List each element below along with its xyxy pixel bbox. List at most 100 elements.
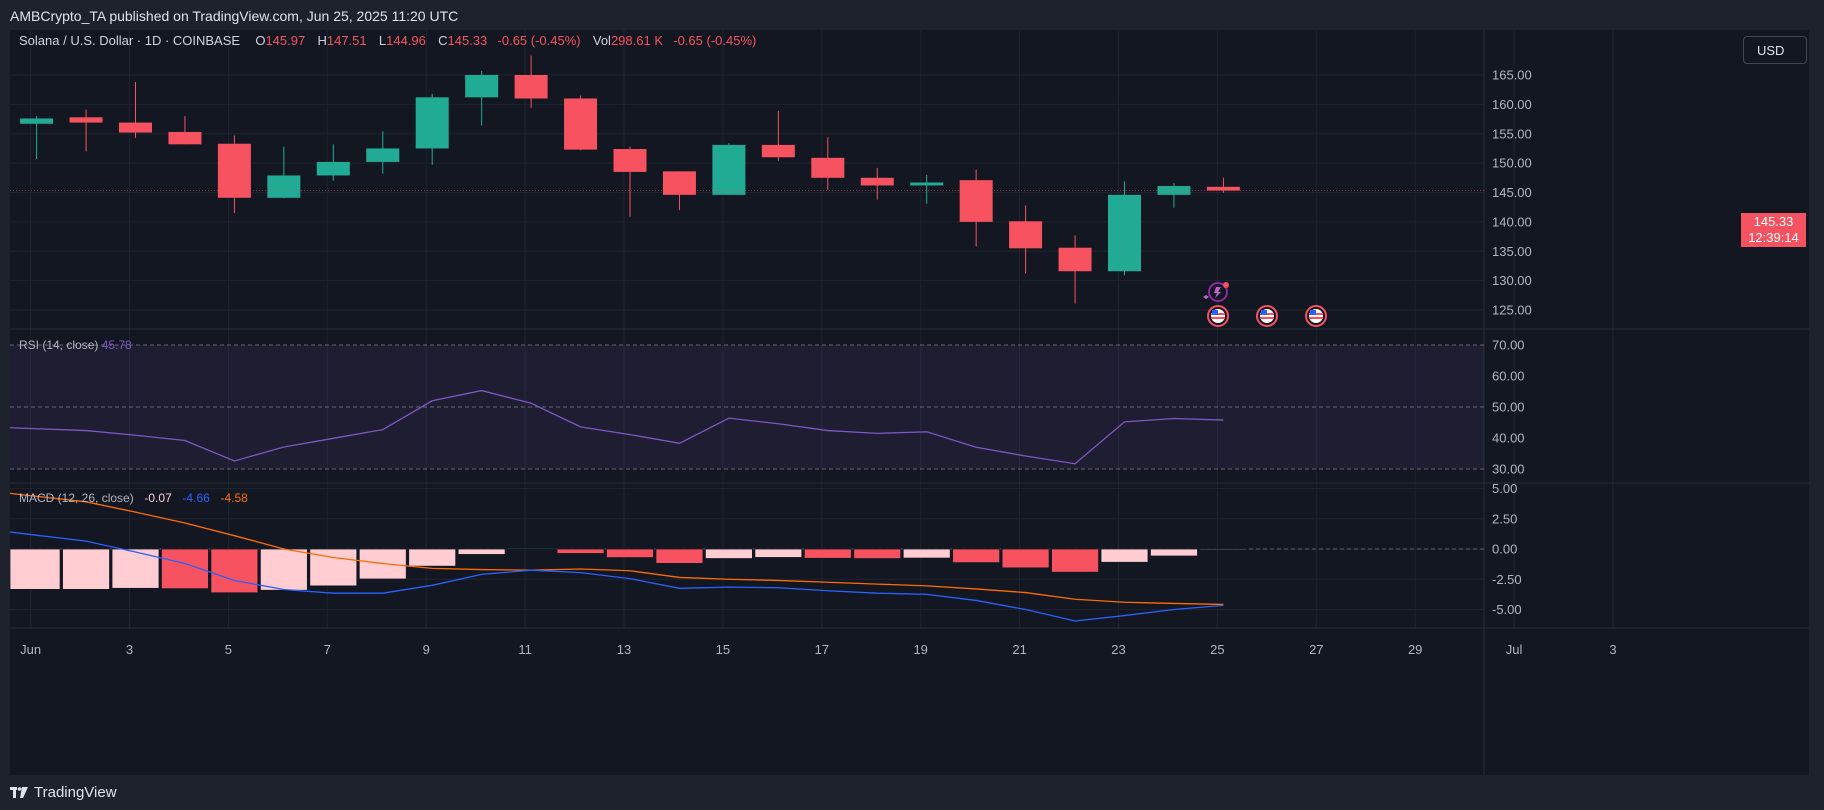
close-label: C [438, 33, 448, 48]
candle-body [662, 171, 696, 195]
macd-axis[interactable]: 5.00 2.50 0.00 -2.50 -5.00 [1492, 481, 1522, 617]
price-tick-label: 130.00 [1492, 273, 1532, 288]
pane-separators [10, 30, 1809, 775]
macd-histogram-bar [952, 548, 1001, 564]
time-tick-label: 17 [815, 642, 829, 657]
macd-histogram-bar [556, 548, 605, 554]
candle-body [69, 117, 103, 123]
time-tick-label: Jul [1506, 642, 1523, 657]
high-value: 147.51 [326, 33, 367, 48]
macd-histogram-bar [259, 548, 308, 591]
time-tick-label: 15 [716, 642, 730, 657]
events[interactable] [1203, 282, 1327, 327]
rsi-tick-label: 50.00 [1492, 400, 1525, 415]
price-tick-label: 145.00 [1492, 185, 1532, 200]
price-tick-label: 155.00 [1492, 126, 1532, 141]
publish-header: AMBCrypto_TA published on TradingView.co… [0, 0, 1824, 30]
rsi-line [10, 389, 1224, 465]
macd-signal-line [10, 492, 1224, 606]
candle-body [514, 75, 548, 99]
symbol-title: Solana / U.S. Dollar · 1D · COINBASE [19, 33, 241, 48]
macd-tick-label: 2.50 [1492, 511, 1517, 526]
low-value: 144.96 [386, 33, 426, 48]
macd-histogram [10, 547, 1248, 594]
open-label: O [255, 33, 266, 48]
volume-value: 298.61 K [610, 33, 663, 48]
macd-histogram-bar [705, 548, 753, 559]
last-price-value: 145.33 [1753, 214, 1794, 229]
candle-body [811, 157, 845, 178]
volume-label: Vol [592, 33, 611, 48]
candle-body [119, 122, 152, 133]
tradingview-logo[interactable]: TradingView [10, 784, 117, 801]
time-tick-label: 25 [1210, 642, 1224, 657]
high-label: H [317, 33, 327, 48]
macd-histogram-bar [754, 548, 803, 558]
time-tick-label: 27 [1309, 642, 1323, 657]
earnings-event-icon[interactable] [1203, 282, 1229, 302]
chart-svg[interactable]: 165.00160.00155.00150.00145.00140.00135.… [10, 30, 1809, 775]
price-tick-label: 160.00 [1492, 97, 1532, 112]
macd-label: MACD (12, 26, close) [19, 491, 134, 505]
rsi-legend: RSI (14, close) 45.78 [19, 338, 132, 352]
macd-histogram-bar [655, 548, 704, 564]
time-tick-label: 3 [1609, 642, 1616, 657]
candle-body [1009, 221, 1043, 249]
rsi-axis[interactable]: 70.00 60.00 50.00 40.00 30.00 [1492, 338, 1525, 477]
candle-body [959, 180, 993, 222]
macd-histogram-bar [62, 548, 110, 590]
macd-histogram-bar [606, 548, 654, 558]
time-tick-label: 13 [617, 642, 631, 657]
time-tick-label: 9 [423, 642, 430, 657]
last-price-label: 145.33 12:39:14 [1741, 213, 1806, 247]
time-axis[interactable]: Jun 3 5 7 9 11 13 15 17 19 21 23 25 27 29 Jul 3 [20, 642, 1617, 657]
macd-histogram-bar [111, 548, 160, 589]
currency-button[interactable]: USD [1743, 36, 1807, 64]
macd-histogram-bar [1001, 548, 1050, 569]
candles [10, 55, 1484, 304]
candle-body [761, 144, 795, 158]
time-tick-label: 5 [225, 642, 232, 657]
us-flag-event-icon[interactable] [1207, 305, 1229, 327]
rsi-tick-label: 40.00 [1492, 431, 1525, 446]
macd-legend: MACD (12, 26, close) -0.07 -4.66 -4.58 [19, 491, 248, 505]
price-tick-label: 165.00 [1492, 68, 1532, 83]
candle-body [613, 149, 647, 172]
macd-histogram-bar [408, 548, 457, 567]
chart-area[interactable]: 165.00 160.00 155.00 150.00 145.00 140.00 135.… [10, 30, 1809, 775]
price-tick-label: 140.00 [1492, 214, 1532, 229]
macd-tick-label: 5.00 [1492, 481, 1517, 496]
macd-histogram-bar [1100, 548, 1149, 563]
time-tick-label: 29 [1408, 642, 1422, 657]
macd-tick-label: -2.50 [1492, 572, 1522, 587]
candle-body [316, 161, 350, 176]
candle-body [1206, 186, 1240, 191]
candle-body [465, 75, 499, 98]
footer: TradingView [0, 775, 1824, 810]
close-value: 145.33 [447, 33, 488, 48]
macd-histogram-bar [853, 548, 902, 559]
price-tick-label: 135.00 [1492, 244, 1532, 259]
bar-countdown: 12:39:14 [1748, 230, 1799, 245]
macd-tick-label: 0.00 [1492, 542, 1517, 557]
candle-body [267, 175, 301, 198]
candle-body [168, 131, 202, 145]
rsi-tick-label: 60.00 [1492, 369, 1525, 384]
us-flag-event-icon[interactable] [1256, 305, 1278, 327]
rsi-tick-label: 70.00 [1492, 338, 1525, 353]
macd-line-value: -4.66 [182, 491, 210, 505]
macd-tick-label: -5.00 [1492, 602, 1522, 617]
volume-change: -0.65 (-0.45%) [673, 33, 757, 48]
us-flag-event-icon[interactable] [1305, 305, 1327, 327]
candle-body [415, 97, 449, 149]
macd-histogram-bar [210, 548, 259, 594]
candle-body [1108, 194, 1141, 272]
candle-body [712, 144, 746, 195]
rsi-value: 45.78 [101, 338, 132, 352]
candle-body [910, 182, 944, 186]
price-axis[interactable]: 165.00 160.00 155.00 150.00 145.00 140.00 135.… [1492, 68, 1532, 318]
time-tick-label: 21 [1012, 642, 1026, 657]
macd-line [10, 531, 1224, 622]
macd-histogram-bar [507, 547, 556, 550]
time-tick-label: 3 [126, 642, 133, 657]
